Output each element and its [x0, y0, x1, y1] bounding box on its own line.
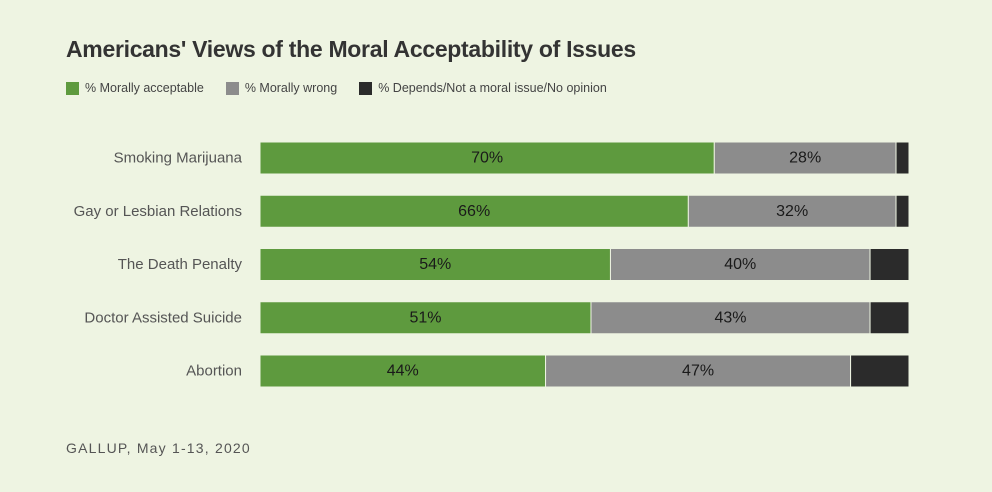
legend-item-wrong: % Morally wrong: [225, 81, 338, 95]
value-label-wrong-abortion: 47%: [682, 363, 714, 380]
value-label-acceptable-doctor-assisted-suicide: 51%: [409, 309, 441, 326]
legend-swatch-depends: [359, 81, 373, 95]
value-label-acceptable-the-death-penalty: 54%: [419, 256, 451, 273]
value-label-acceptable-gay-or-lesbian-relations: 66%: [458, 203, 490, 220]
legend-swatch-acceptable: [66, 81, 79, 95]
bar-depends-abortion: [850, 354, 910, 388]
legend-label-wrong: % Morally wrong: [244, 81, 338, 95]
bar-depends-the-death-penalty: [869, 248, 910, 281]
bar-wrong-abortion: [545, 354, 852, 388]
value-label-wrong-the-death-penalty: 40%: [724, 256, 756, 273]
legend-swatch-wrong: [225, 81, 239, 95]
value-label-wrong-gay-or-lesbian-relations: 32%: [776, 203, 808, 220]
legend: % Morally acceptable % Morally wrong % D…: [66, 79, 629, 97]
category-label-doctor-assisted-suicide: Doctor Assisted Suicide: [84, 309, 242, 326]
value-label-wrong-smoking-marijuana: 28%: [789, 150, 821, 167]
bar-acceptable-gay-or-lesbian-relations: [259, 194, 689, 228]
bar-wrong-smoking-marijuana: [713, 141, 897, 175]
source-note: GALLUP, May 1-13, 2020: [66, 440, 251, 456]
value-label-wrong-doctor-assisted-suicide: 43%: [715, 309, 747, 326]
bar-wrong-gay-or-lesbian-relations: [687, 194, 897, 228]
category-label-the-death-penalty: The Death Penalty: [118, 256, 243, 273]
category-label-gay-or-lesbian-relations: Gay or Lesbian Relations: [74, 203, 242, 220]
bar-acceptable-the-death-penalty: [259, 248, 611, 281]
chart-title: Americans' Views of the Moral Acceptabil…: [66, 36, 636, 62]
bar-acceptable-abortion: [259, 354, 547, 388]
bar-depends-gay-or-lesbian-relations: [895, 194, 910, 228]
category-label-smoking-marijuana: Smoking Marijuana: [114, 150, 243, 167]
bar-depends-smoking-marijuana: [895, 141, 910, 175]
bar-acceptable-doctor-assisted-suicide: [259, 301, 592, 335]
legend-item-depends: % Depends/Not a moral issue/No opinion: [359, 81, 607, 95]
bar-wrong-the-death-penalty: [609, 248, 871, 281]
value-label-acceptable-abortion: 44%: [387, 363, 419, 380]
legend-label-acceptable: % Morally acceptable: [85, 81, 204, 95]
legend-item-acceptable: % Morally acceptable: [66, 81, 204, 95]
value-label-acceptable-smoking-marijuana: 70%: [471, 150, 503, 167]
legend-label-depends: % Depends/Not a moral issue/No opinion: [378, 81, 607, 95]
category-label-abortion: Abortion: [186, 363, 242, 380]
bar-depends-doctor-assisted-suicide: [869, 301, 910, 335]
